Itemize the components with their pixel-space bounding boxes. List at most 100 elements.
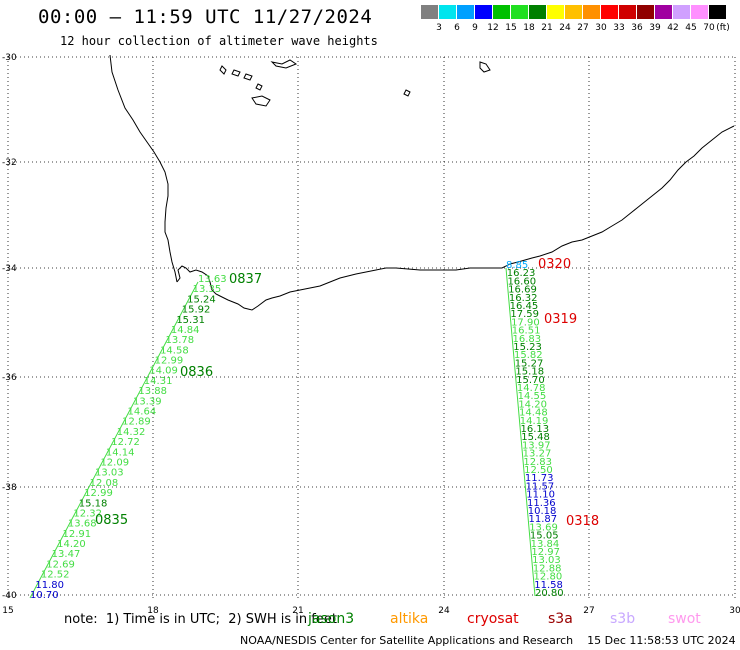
lon-tick-label: 24 bbox=[438, 606, 450, 616]
west-altimeter-track: 13.6313.3515.2415.9215.3114.8413.7814.58… bbox=[29, 272, 262, 601]
lat-tick-label: -36 bbox=[2, 373, 17, 383]
wave-height-label: 14.84 bbox=[171, 325, 200, 336]
wave-height-label: 17.90 bbox=[511, 317, 540, 328]
wave-height-label: 15.48 bbox=[521, 432, 550, 443]
wave-height-label: 15.31 bbox=[176, 315, 205, 326]
legend-swatch bbox=[565, 5, 582, 19]
footer-note: note: 1) Time is in UTC; 2) SWH is in fe… bbox=[64, 612, 337, 627]
legend-label: 36 bbox=[631, 23, 643, 33]
page-subtitle: 12 hour collection of altimeter wave hei… bbox=[60, 34, 378, 48]
wave-height-label: 12.52 bbox=[41, 570, 70, 581]
wave-height-label: 12.83 bbox=[523, 457, 552, 468]
wave-height-label: 14.32 bbox=[117, 427, 146, 438]
legend-swatch bbox=[673, 5, 690, 19]
island-8 bbox=[403, 89, 411, 97]
legend-swatch bbox=[421, 5, 438, 19]
wave-height-label: 12.91 bbox=[63, 529, 92, 540]
legend-label: 27 bbox=[577, 23, 589, 33]
east-altimeter-track: 8.8516.2316.6016.6916.3216.4517.5917.901… bbox=[505, 257, 599, 599]
lat-tick-label: -34 bbox=[2, 264, 17, 274]
wave-height-label: 14.20 bbox=[518, 399, 547, 410]
satellite-name: s3b bbox=[610, 611, 636, 627]
ground-track-line bbox=[29, 281, 199, 599]
wave-height-label: 11.58 bbox=[534, 580, 563, 591]
coastline bbox=[109, 54, 735, 311]
legend-label: 24 bbox=[559, 23, 571, 33]
pass-time-label: 0320 bbox=[538, 257, 571, 272]
legend-unit: (ft) bbox=[716, 23, 730, 33]
wave-height-label: 15.18 bbox=[79, 498, 108, 509]
wave-height-label: 12.50 bbox=[524, 465, 553, 476]
wave-height-label: 12.09 bbox=[100, 457, 129, 468]
lat-tick-label: -38 bbox=[2, 483, 17, 493]
island-1 bbox=[219, 65, 227, 75]
wave-height-label: 13.78 bbox=[165, 335, 194, 346]
wave-height-label: 15.05 bbox=[530, 531, 559, 542]
legend-label: 33 bbox=[613, 23, 625, 33]
legend-label: 15 bbox=[505, 23, 517, 33]
legend-swatch bbox=[457, 5, 474, 19]
lat-tick-label: -30 bbox=[2, 53, 17, 63]
legend-swatch bbox=[583, 5, 600, 19]
island-5 bbox=[251, 95, 271, 107]
legend-swatch bbox=[547, 5, 564, 19]
wave-height-label: 17.59 bbox=[510, 309, 539, 320]
wave-height-label: 14.09 bbox=[149, 366, 178, 377]
wave-height-label: 12.69 bbox=[46, 559, 75, 570]
legend-label: 18 bbox=[523, 23, 535, 33]
wave-height-label: 13.84 bbox=[531, 539, 560, 550]
legend-label: 21 bbox=[541, 23, 553, 33]
lat-lon-grid bbox=[7, 56, 736, 600]
wave-height-label: 13.03 bbox=[532, 555, 561, 566]
wave-height-label: 13.27 bbox=[523, 449, 552, 460]
wave-height-label: 16.45 bbox=[510, 301, 539, 312]
legend-swatch bbox=[691, 5, 708, 19]
island-3 bbox=[243, 73, 253, 81]
legend-label: 6 bbox=[454, 23, 460, 33]
legend-swatch bbox=[709, 5, 726, 19]
wave-height-label: 15.70 bbox=[516, 375, 545, 386]
wave-height-label: 15.18 bbox=[515, 367, 544, 378]
wave-height-label: 16.83 bbox=[513, 334, 542, 345]
legend-swatch bbox=[511, 5, 528, 19]
island-7 bbox=[479, 61, 491, 73]
island-6 bbox=[270, 59, 298, 69]
wave-height-label: 16.13 bbox=[521, 424, 550, 435]
wave-height-label: 14.20 bbox=[57, 539, 86, 550]
satellite-name: s3a bbox=[548, 611, 573, 627]
legend-label: 45 bbox=[685, 23, 697, 33]
ground-track-line bbox=[505, 267, 536, 597]
legend-swatch bbox=[655, 5, 672, 19]
wave-height-label: 12.89 bbox=[122, 417, 151, 428]
wave-height-label: 15.23 bbox=[513, 342, 542, 353]
legend-swatch bbox=[493, 5, 510, 19]
wave-height-label: 14.55 bbox=[518, 391, 547, 402]
legend-label: 12 bbox=[487, 23, 499, 33]
wave-height-label: 11.73 bbox=[525, 473, 554, 484]
legend-swatch bbox=[529, 5, 546, 19]
wave-height-label: 11.10 bbox=[526, 490, 555, 501]
wave-height-label: 13.35 bbox=[193, 284, 222, 295]
wave-height-label: 14.19 bbox=[520, 416, 549, 427]
lon-tick-label: 18 bbox=[147, 606, 159, 616]
legend-label: 39 bbox=[649, 23, 661, 33]
wave-height-label: 14.14 bbox=[106, 447, 135, 458]
wave-height-label: 12.99 bbox=[155, 356, 184, 367]
legend-swatch bbox=[637, 5, 654, 19]
legend-swatch bbox=[439, 5, 456, 19]
wave-height-label: 15.92 bbox=[182, 305, 211, 316]
wave-height-label: 11.57 bbox=[526, 481, 555, 492]
wave-height-label: 13.97 bbox=[522, 440, 551, 451]
legend-swatch bbox=[601, 5, 618, 19]
wave-height-label: 20.80 bbox=[535, 588, 564, 599]
wave-height-label: 8.85 bbox=[506, 260, 528, 271]
wave-height-label: 15.27 bbox=[515, 358, 544, 369]
wave-height-label: 12.08 bbox=[90, 478, 119, 489]
pass-time-label: 0837 bbox=[229, 272, 262, 287]
wave-height-label: 11.87 bbox=[528, 514, 557, 525]
legend-label: 42 bbox=[667, 23, 679, 33]
axis-tick-labels: -30 -32 -34 -36 -38 -40 15 18 21 24 27 30 bbox=[2, 53, 740, 616]
legend-label: 3 bbox=[436, 23, 442, 33]
pass-time-label: 0836 bbox=[180, 365, 213, 380]
